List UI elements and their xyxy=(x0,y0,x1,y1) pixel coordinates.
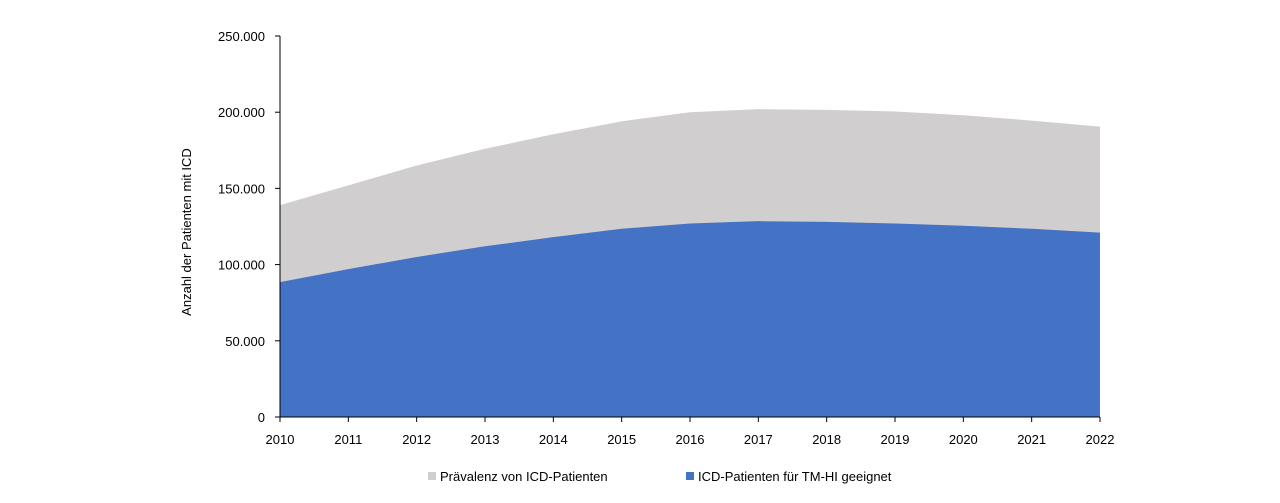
legend-label: ICD-Patienten für TM-HI geeignet xyxy=(698,469,892,484)
y-tick-label: 0 xyxy=(258,410,265,425)
x-tick-label: 2011 xyxy=(334,432,362,447)
x-tick-label: 2018 xyxy=(812,432,841,447)
x-tick-label: 2016 xyxy=(676,432,705,447)
x-tick-label: 2020 xyxy=(949,432,978,447)
areas-layer xyxy=(280,109,1100,418)
x-tick-label: 2022 xyxy=(1086,432,1115,447)
x-tick-label: 2017 xyxy=(744,432,773,447)
y-tick-label: 250.000 xyxy=(218,29,265,44)
area-series-2 xyxy=(280,221,1100,417)
y-axis-title: Anzahl der Patienten mit ICD xyxy=(179,148,194,316)
x-tick-label: 2012 xyxy=(402,432,431,447)
x-tick-label: 2014 xyxy=(539,432,568,447)
x-tick-label: 2019 xyxy=(881,432,910,447)
legend-item-2: ICD-Patienten für TM-HI geeignet xyxy=(686,469,892,484)
x-tick-label: 2021 xyxy=(1017,432,1046,447)
y-tick-label: 200.000 xyxy=(218,105,265,120)
x-tick-label: 2010 xyxy=(266,432,295,447)
y-tick-label: 100.000 xyxy=(218,258,265,273)
axes-layer: 0 50.000 100.000 150.000 200.000 250.000 2010 2… xyxy=(218,29,1114,447)
legend-label: Prävalenz von ICD-Patienten xyxy=(440,469,608,484)
y-tick-label: 150.000 xyxy=(218,181,265,196)
legend-item-1: Prävalenz von ICD-Patienten xyxy=(428,469,608,484)
x-tick-label: 2015 xyxy=(607,432,636,447)
legend-swatch xyxy=(686,472,694,480)
x-tick-label: 2013 xyxy=(471,432,500,447)
legend-swatch xyxy=(428,472,436,480)
y-tick-label: 50.000 xyxy=(225,334,265,349)
legend: Prävalenz von ICD-Patienten ICD-Patienten… xyxy=(428,469,892,484)
